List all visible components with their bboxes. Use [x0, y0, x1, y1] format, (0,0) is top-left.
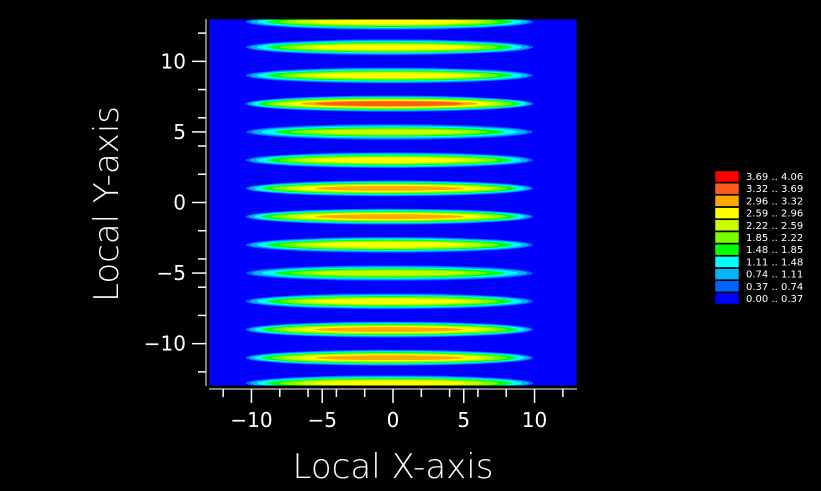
legend-swatch	[714, 195, 740, 207]
contour-level	[313, 44, 466, 50]
plot-frame	[208, 18, 578, 387]
contour-band	[244, 19, 535, 31]
contour-level	[315, 355, 464, 361]
x-tick-label: −5	[307, 408, 336, 432]
contour-level	[313, 19, 466, 25]
legend-label: 1.48 .. 1.85	[746, 245, 803, 256]
contour-band	[244, 123, 535, 141]
legend-label: 0.00 .. 0.37	[746, 294, 803, 305]
contour-bands	[244, 19, 535, 386]
contour-level	[315, 186, 464, 191]
contour-level	[315, 327, 464, 332]
contour-level	[313, 73, 466, 78]
legend-swatch	[714, 231, 740, 244]
legend-swatch	[714, 292, 740, 305]
legend-swatch	[714, 243, 740, 256]
contour-band	[244, 94, 535, 113]
contour-band	[244, 292, 535, 311]
contour-level	[313, 380, 466, 386]
legend-label: 0.74 .. 1.11	[746, 270, 803, 281]
contour-band	[244, 38, 535, 56]
y-tick-label: −10	[144, 332, 186, 356]
contour-band	[244, 207, 535, 226]
legend-label: 3.69 .. 4.06	[746, 172, 803, 183]
contour-level	[313, 157, 466, 163]
contour-band	[244, 179, 535, 198]
contour-level	[312, 129, 467, 135]
legend-swatch	[714, 219, 740, 232]
y-tick-label: 5	[173, 120, 186, 144]
contour-band	[244, 320, 535, 339]
y-axis: −10 −5 0 5 10	[144, 19, 207, 386]
legend-swatch	[714, 280, 740, 293]
legend-label: 2.59 .. 2.96	[746, 209, 803, 220]
legend-label: 0.37 .. 0.74	[746, 282, 803, 293]
contour-level	[315, 214, 464, 219]
contour-band	[244, 264, 535, 282]
x-tick-label: 10	[522, 408, 547, 432]
contour-band	[244, 349, 535, 367]
legend-label: 3.32 .. 3.69	[746, 184, 803, 195]
x-tick-label: −10	[230, 408, 272, 432]
x-axis: −10 −5 0 5 10	[209, 388, 577, 432]
y-tick-label: 10	[161, 49, 186, 73]
contour-level	[312, 270, 467, 276]
contour-level	[313, 242, 466, 248]
legend-swatch	[714, 207, 740, 219]
legend-label: 2.22 .. 2.59	[746, 221, 803, 232]
legend-swatch	[714, 182, 740, 195]
legend: 3.69 .. 4.063.32 .. 3.692.96 .. 3.32 2.59…	[714, 170, 803, 305]
y-tick-label: 0	[173, 191, 186, 215]
y-axis-title: Local Y-axis	[87, 106, 127, 302]
legend-label: 2.96 .. 3.32	[746, 196, 803, 207]
x-tick-label: 5	[457, 408, 470, 432]
contour-band	[244, 151, 535, 169]
contour-band	[244, 66, 535, 85]
contour-level	[316, 101, 463, 107]
contour-level	[313, 298, 466, 304]
legend-label: 1.11 .. 1.48	[746, 257, 803, 268]
contour-band	[244, 374, 535, 386]
x-axis-title: Local X-axis	[293, 447, 494, 487]
legend-swatch	[714, 268, 740, 280]
legend-label: 1.85 .. 2.22	[746, 233, 803, 244]
legend-swatch	[714, 256, 740, 268]
contour-band	[244, 236, 535, 254]
y-tick-label: −5	[157, 261, 186, 285]
legend-swatch	[714, 170, 740, 183]
x-tick-label: 0	[387, 408, 400, 432]
